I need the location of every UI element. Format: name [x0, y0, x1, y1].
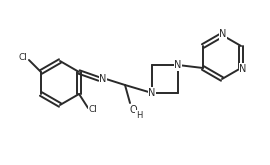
Text: N: N — [239, 64, 247, 74]
Text: Cl: Cl — [19, 52, 27, 62]
Text: N: N — [99, 74, 107, 84]
Text: N: N — [174, 60, 182, 70]
Text: H: H — [136, 111, 142, 119]
Text: N: N — [148, 88, 156, 98]
Text: O: O — [129, 105, 137, 115]
Text: N: N — [219, 29, 227, 39]
Text: Cl: Cl — [89, 105, 97, 115]
